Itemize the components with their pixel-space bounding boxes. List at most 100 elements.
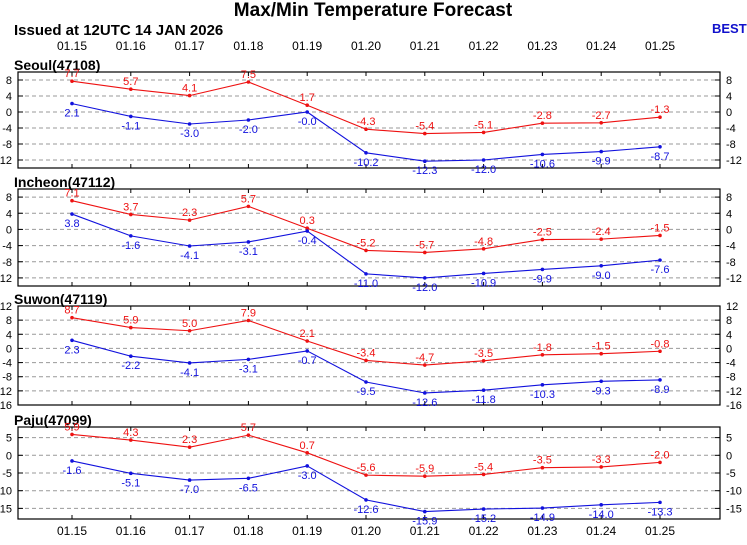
min-temperature-label: -15.9 — [412, 516, 437, 528]
max-temperature-label: -2.8 — [533, 110, 552, 122]
bottom-date-label: 01.16 — [116, 524, 146, 538]
y-tick-label-right: 8 — [726, 192, 732, 204]
y-tick-label-left: -8 — [2, 139, 12, 151]
bottom-date-label: 01.20 — [351, 524, 381, 538]
max-temperature-label: -2.7 — [592, 110, 611, 122]
min-temperature-point — [540, 383, 545, 387]
panel-frame — [17, 188, 721, 287]
max-temperature-label: 5.0 — [182, 318, 197, 330]
y-tick-label-left: 8 — [6, 192, 12, 204]
max-temperature-point — [246, 204, 251, 209]
y-tick-label-left: -4 — [2, 241, 12, 253]
bottom-date-label: 01.22 — [469, 524, 499, 538]
panel-frame — [17, 305, 721, 406]
max-temperature-label: -4.3 — [357, 116, 376, 128]
top-date-label: 01.18 — [233, 39, 263, 53]
max-temperature-point — [129, 438, 133, 442]
min-temperature-label: 2.3 — [64, 344, 79, 356]
min-temperature-point — [70, 459, 74, 463]
station-name: Paju(47099) — [14, 412, 92, 428]
min-temperature-label: -11.0 — [354, 278, 378, 290]
max-temperature-label: 5.7 — [241, 422, 256, 434]
top-date-label: 01.23 — [527, 39, 557, 53]
max-temperature-label: 5.9 — [123, 315, 138, 327]
max-temperature-point — [364, 358, 368, 363]
max-temperature-point — [129, 212, 133, 217]
y-tick-label-left: -12 — [0, 273, 12, 285]
min-temperature-label: -15.2 — [471, 513, 496, 525]
max-temperature-point — [423, 250, 427, 255]
min-temperature-label: -9.0 — [592, 270, 611, 282]
max-temperature-point — [70, 79, 74, 83]
min-temperature-label: -12.3 — [412, 165, 437, 177]
max-temperature-point — [599, 351, 603, 356]
min-temperature-point — [481, 271, 486, 276]
max-temperature-point — [187, 218, 192, 222]
figure-title: Max/Min Temperature Forecast — [234, 0, 513, 21]
min-temperature-point — [70, 338, 74, 343]
y-tick-label-right: -12 — [726, 386, 742, 398]
max-temperature-label: -5.7 — [415, 239, 434, 251]
max-temperature-point — [187, 328, 192, 333]
bottom-date-label: 01.24 — [586, 524, 616, 538]
y-tick-label-right: 0 — [726, 343, 732, 355]
max-temperature-point — [364, 473, 368, 477]
max-temperature-point — [305, 339, 310, 343]
best-badge: BEST — [712, 21, 747, 36]
max-temperature-label: 7.9 — [241, 307, 256, 319]
min-temperature-label: -0.4 — [298, 235, 317, 247]
panels-group: 01.15 01.16 01.17 01.18 01.19 01.20 01.21 01.22… — [0, 39, 742, 538]
max-temperature-point — [423, 131, 427, 136]
max-temperature-point — [187, 445, 192, 449]
max-temperature-label: -5.4 — [474, 461, 493, 473]
y-tick-label-right: 0 — [726, 107, 732, 119]
y-tick-label-right: 8 — [726, 315, 732, 327]
max-temperature-label: -2.4 — [592, 226, 611, 238]
max-temperature-label: -0.8 — [651, 338, 670, 350]
top-date-label: 01.21 — [410, 39, 440, 53]
max-temperature-label: 5.7 — [241, 193, 256, 205]
y-tick-label-right: -4 — [726, 123, 736, 135]
bottom-date-label: 01.17 — [175, 524, 205, 538]
min-temperature-label: -11.8 — [471, 394, 495, 406]
panel-incheon: Incheon(47112)884400-4-4-8-8-12-127.13.7… — [0, 174, 742, 294]
min-temperature-point — [540, 506, 545, 510]
y-tick-label-left: -4 — [2, 358, 12, 370]
min-temperature-point — [540, 267, 545, 272]
y-tick-label-left: 8 — [6, 75, 12, 87]
min-temperature-point — [423, 509, 427, 514]
max-temperature-point — [540, 121, 545, 125]
top-date-label: 01.22 — [469, 39, 499, 53]
y-tick-label-left: 5 — [6, 433, 12, 445]
min-temperature-point — [423, 276, 427, 280]
y-tick-label-right: -12 — [726, 273, 742, 285]
max-temperature-point — [599, 121, 603, 125]
y-tick-label-left: -12 — [0, 386, 12, 398]
y-tick-label-right: 4 — [726, 208, 732, 220]
max-temperature-label: 2.3 — [182, 434, 197, 446]
min-temperature-point — [246, 240, 251, 244]
y-tick-label-left: -16 — [0, 400, 12, 412]
min-temperature-label: -9.9 — [592, 156, 611, 168]
min-temperature-point — [187, 478, 192, 482]
min-temperature-label: -14.0 — [589, 509, 614, 521]
max-temperature-point — [305, 226, 310, 231]
min-temperature-point — [599, 149, 603, 154]
max-temperature-point — [187, 93, 192, 98]
min-temperature-label: -9.5 — [357, 386, 376, 398]
max-temperature-point — [481, 247, 486, 251]
max-temperature-point — [540, 352, 545, 357]
y-tick-label-left: 0 — [6, 343, 12, 355]
min-temperature-label: -3.0 — [298, 470, 317, 482]
max-temperature-point — [70, 198, 74, 203]
min-temperature-point — [658, 500, 662, 505]
max-temperature-point — [481, 359, 486, 363]
max-temperature-label: 0.7 — [300, 440, 315, 452]
min-temperature-point — [364, 151, 368, 155]
top-date-label: 01.24 — [586, 39, 616, 53]
max-temperature-label: 3.7 — [123, 201, 138, 213]
min-temperature-label: -3.1 — [239, 363, 258, 375]
max-temperature-label: -3.3 — [592, 454, 611, 466]
top-date-label: 01.15 — [57, 39, 87, 53]
